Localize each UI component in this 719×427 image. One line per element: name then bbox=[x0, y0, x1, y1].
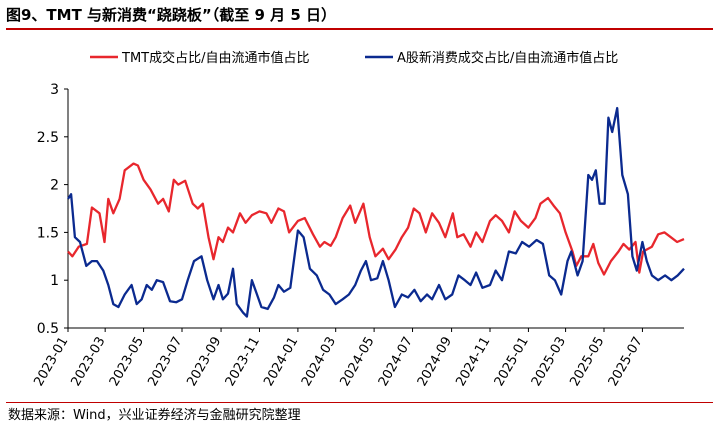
legend-label-tmt: TMT成交占比/自由流通市值占比 bbox=[121, 50, 309, 66]
x-tick-label: 2025-01 bbox=[492, 335, 532, 390]
x-tick-label: 2023-05 bbox=[107, 335, 147, 390]
x-tick-label: 2023-11 bbox=[223, 335, 263, 390]
y-tick-label: 3 bbox=[50, 82, 59, 98]
x-tick-label: 2023-07 bbox=[145, 335, 185, 390]
title-divider bbox=[6, 28, 713, 30]
x-tick-label: 2025-05 bbox=[567, 335, 607, 390]
x-tick-label: 2024-03 bbox=[299, 335, 339, 390]
y-tick-label: 1.5 bbox=[37, 225, 59, 241]
y-tick-label: 1 bbox=[50, 273, 59, 289]
x-tick-label: 2024-05 bbox=[337, 335, 377, 390]
series-line-new-consumer bbox=[67, 106, 685, 318]
chart-series-group bbox=[67, 106, 685, 318]
x-tick-label: 2024-11 bbox=[453, 335, 493, 390]
x-tick-label: 2025-07 bbox=[606, 335, 646, 390]
y-tick-label: 2 bbox=[50, 178, 59, 194]
x-tick-label: 2023-01 bbox=[31, 335, 71, 390]
source-divider bbox=[6, 402, 713, 403]
y-tick-label: 2.5 bbox=[37, 130, 59, 146]
chart-axes: 0.5 1 1.5 2 2.5 3 2023-012023-032023-052023-07… bbox=[31, 82, 684, 389]
x-tick-label: 2025-03 bbox=[529, 335, 569, 390]
chart-title: 图9、TMT 与新消费“跷跷板”（截至 9 月 5 日） bbox=[6, 6, 337, 24]
legend-label-new-consumer: A股新消费成交占比/自由流通市值占比 bbox=[397, 50, 618, 66]
x-tick-label: 2024-01 bbox=[261, 335, 301, 390]
chart-legend: TMT成交占比/自由流通市值占比 A股新消费成交占比/自由流通市值占比 bbox=[90, 50, 618, 66]
x-tick-label: 2023-09 bbox=[184, 335, 224, 390]
x-tick-label: 2023-03 bbox=[68, 335, 108, 390]
y-tick-label: 0.5 bbox=[37, 321, 59, 337]
source-note: 数据来源：Wind，兴业证券经济与金融研究院整理 bbox=[8, 408, 301, 423]
x-tick-label: 2024-09 bbox=[415, 335, 455, 390]
x-tick-label: 2024-07 bbox=[376, 335, 416, 390]
